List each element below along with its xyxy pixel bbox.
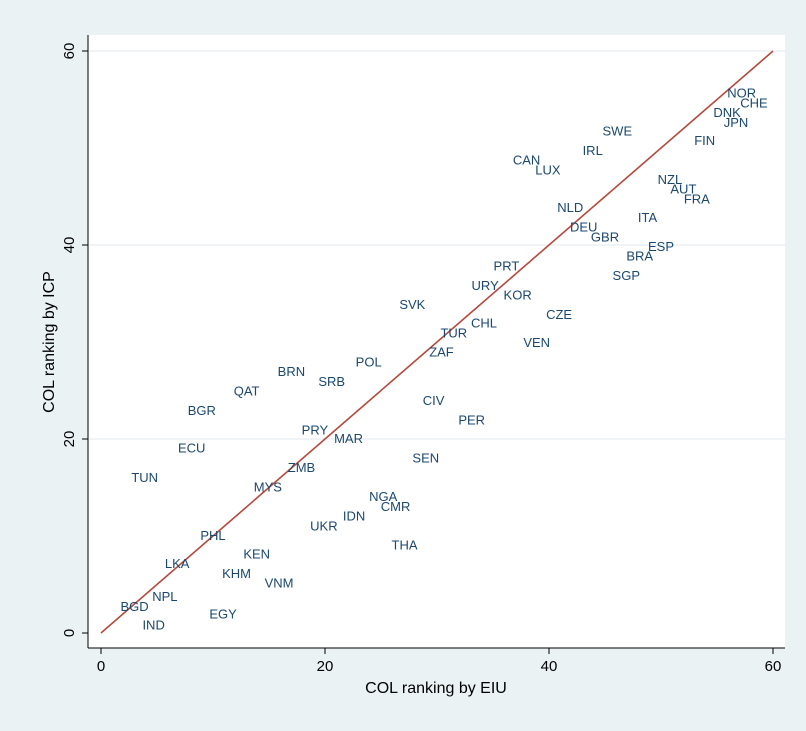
axis-ticks: 0 20 40 60 0 20 40 60 (61, 43, 781, 675)
point-label-jpn: JPN (724, 115, 749, 130)
point-label-ukr: UKR (310, 518, 337, 533)
point-label-tun: TUN (131, 470, 158, 485)
x-tick-label-20: 20 (317, 658, 334, 675)
point-label-bgr: BGR (188, 403, 216, 418)
point-label-per: PER (458, 413, 485, 428)
point-label-bgd: BGD (121, 599, 149, 614)
point-label-ken: KEN (243, 546, 270, 561)
y-tick-label-20: 20 (61, 431, 78, 448)
point-label-tha: THA (392, 538, 418, 553)
point-label-nld: NLD (557, 200, 583, 215)
point-label-prt: PRT (494, 258, 520, 273)
point-label-phl: PHL (200, 528, 225, 543)
point-label-npl: NPL (152, 589, 177, 604)
reference-line (100, 50, 774, 634)
point-label-gbr: GBR (591, 229, 619, 244)
point-label-swe: SWE (603, 124, 633, 139)
point-label-ury: URY (472, 278, 500, 293)
point-label-vnm: VNM (265, 576, 294, 591)
point-label-che: CHE (740, 95, 768, 110)
point-label-aut: AUT (670, 182, 696, 197)
point-label-fin: FIN (694, 133, 715, 148)
point-label-ita: ITA (638, 210, 658, 225)
point-label-nzl: NZL (658, 172, 683, 187)
point-label-cmr: CMR (381, 499, 411, 514)
point-label-zmb: ZMB (288, 460, 315, 475)
x-tick-label-0: 0 (97, 658, 105, 675)
point-label-kor: KOR (504, 287, 532, 302)
point-label-khm: KHM (222, 566, 251, 581)
point-label-can: CAN (513, 153, 540, 168)
point-label-srb: SRB (318, 374, 345, 389)
y-tick-label-0: 0 (61, 629, 78, 637)
point-label-lka: LKA (165, 556, 190, 571)
point-label-idn: IDN (343, 509, 365, 524)
grid-lines (89, 50, 785, 440)
point-label-pol: POL (356, 354, 382, 369)
point-label-qat: QAT (234, 384, 260, 399)
point-label-nga: NGA (369, 489, 398, 504)
point-label-egy: EGY (209, 607, 237, 622)
y-axis-title: COL ranking by ICP (41, 271, 58, 413)
point-label-nor: NOR (727, 86, 756, 101)
point-label-svk: SVK (399, 297, 425, 312)
point-label-civ: CIV (423, 393, 445, 408)
point-label-deu: DEU (570, 220, 597, 235)
point-label-ind: IND (142, 617, 164, 632)
x-axis-title: COL ranking by EIU (365, 680, 507, 697)
point-label-irl: IRL (583, 143, 603, 158)
y-tick-label-60: 60 (61, 43, 78, 60)
reference-line-group (100, 50, 774, 634)
point-label-brn: BRN (278, 364, 305, 379)
point-label-cze: CZE (546, 307, 572, 322)
point-label-ecu: ECU (178, 441, 205, 456)
point-label-lux: LUX (535, 162, 561, 177)
point-label-chl: CHL (471, 316, 497, 331)
point-label-pry: PRY (302, 422, 329, 437)
point-label-dnk: DNK (713, 105, 741, 120)
point-label-mys: MYS (254, 480, 283, 495)
point-label-esp: ESP (648, 239, 674, 254)
point-label-sgp: SGP (613, 268, 640, 283)
y-tick-label-40: 40 (61, 237, 78, 254)
point-label-mar: MAR (334, 431, 363, 446)
x-tick-label-60: 60 (765, 658, 782, 675)
x-tick-label-40: 40 (541, 658, 558, 675)
point-label-fra: FRA (684, 191, 710, 206)
point-label-tur: TUR (440, 325, 467, 340)
point-label-ven: VEN (523, 335, 550, 350)
point-label-sen: SEN (412, 450, 439, 465)
point-label-bra: BRA (626, 249, 653, 264)
point-label-zaf: ZAF (429, 345, 454, 360)
